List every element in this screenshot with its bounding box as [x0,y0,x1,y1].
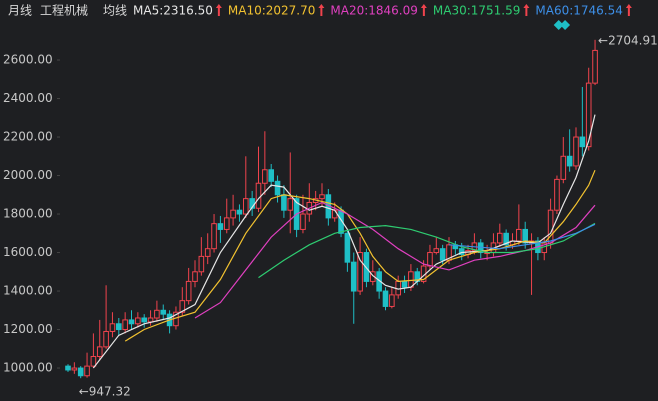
up-arrow-icon [625,4,632,16]
candle-body [579,136,586,148]
candle-body [300,213,306,230]
candle-body [185,280,192,302]
candle-body [274,180,281,196]
candle-body [65,365,71,371]
candle-body [154,309,160,319]
ma-line [124,169,596,342]
candle-body [262,169,268,184]
candle-body [230,209,236,219]
ma-line [194,201,596,319]
signal-diamond-icon [553,20,564,30]
candle-body [236,209,243,215]
candle-body [560,155,567,180]
up-arrow-icon [318,4,325,16]
candle-body [458,248,465,255]
candle-body [96,346,103,357]
candle-body [497,232,503,244]
candle-body [135,317,141,325]
low-annotation: ←947.32 [79,385,131,399]
candle-body [503,232,509,246]
candle-body [84,365,90,377]
candle-body [211,223,217,250]
candle-body [109,323,116,332]
y-tick-label: 1200.00 [3,322,53,336]
candle-body [268,169,274,182]
candle-body [223,217,230,230]
candle-body [77,367,84,377]
candle-body [160,309,167,315]
up-arrow-icon [523,4,530,16]
candle-body [128,319,135,325]
y-tick-label: 2400.00 [3,91,53,105]
candle-body [198,255,205,273]
ma-line [448,223,596,250]
candle-body [338,209,344,234]
chart-title: 工程机械 [40,3,88,18]
legend-entry: MA5:2316.50 [133,4,213,18]
candle-body [573,136,579,167]
candle-body [357,252,363,292]
candle-body [439,248,446,261]
signal-diamond-icon [560,20,571,30]
up-arrow-icon [215,4,222,16]
candle-body [192,271,198,282]
candle-body [147,317,154,323]
candle-body [433,248,440,254]
candle-body [376,271,382,292]
y-tick-label: 2000.00 [3,168,53,182]
y-tick-label: 1800.00 [3,207,53,221]
legend-entry: MA20:1846.09 [330,4,418,18]
candle-body [592,49,598,84]
candle-body [382,290,389,307]
candle-body [401,280,408,288]
candle-body [566,155,573,167]
candle-body [408,271,414,288]
candle-body [319,194,325,200]
y-tick-label: 1000.00 [3,361,53,375]
y-tick-label: 1400.00 [3,284,53,298]
candle-body [71,367,78,371]
legend-entry: MA30:1751.59 [433,4,521,18]
candle-body [116,323,122,331]
legend-entry: MA10:2027.70 [228,4,316,18]
period: 月线 [8,4,32,18]
candle-body [389,294,395,307]
candle-body [179,300,186,313]
candle-body [287,198,294,211]
candle-body [427,252,433,267]
legend-entry: MA60:1746.54 [535,4,623,18]
candle-body [122,319,128,331]
candle-body [554,178,560,211]
candle-body [255,182,262,209]
up-arrow-icon [420,4,427,16]
candle-body [350,261,357,292]
ma-line [92,114,596,369]
candle-body [103,330,109,348]
candle-body [344,232,351,263]
high-annotation: ←2704.91 [598,33,658,47]
candle-body [522,228,529,244]
ma-line [258,222,596,279]
candle-body [90,355,97,367]
candle-body [217,223,224,230]
candle-body [331,209,338,219]
y-tick-label: 2600.00 [3,53,53,67]
candle-body [281,194,287,211]
candle-body [516,228,522,242]
y-tick-label: 1600.00 [3,245,53,259]
y-tick-label: 2200.00 [3,130,53,144]
candle-body [204,248,211,257]
candle-body [141,317,147,323]
candle-body [243,198,249,215]
ma-label: 均线 [103,4,127,18]
candle-body [585,82,592,148]
